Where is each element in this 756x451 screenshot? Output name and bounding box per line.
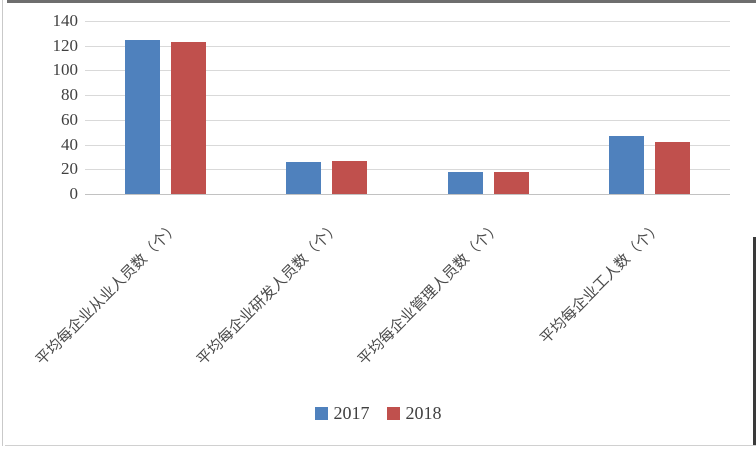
legend: 2017 2018: [0, 403, 756, 424]
gridline: [85, 119, 730, 121]
legend-item-2018: 2018: [386, 403, 442, 424]
window-border-top: [7, 0, 756, 3]
window-border-bottom: [5, 445, 756, 446]
x-axis-line: [85, 194, 730, 195]
legend-label: 2018: [405, 403, 442, 423]
window-border-left: [2, 0, 3, 446]
bar-2017-category-4: [608, 135, 644, 194]
window-border-right: [753, 237, 756, 446]
legend-swatch-icon: [386, 407, 400, 420]
bar-2017-category-3: [447, 171, 483, 194]
gridline: [85, 169, 730, 171]
gridline: [85, 70, 730, 72]
y-tick-label: 20: [61, 159, 78, 179]
y-tick-label: 0: [69, 184, 79, 203]
legend-label: 2017: [333, 403, 370, 423]
legend-item-2017: 2017: [314, 403, 370, 424]
y-tick-label: 120: [52, 35, 79, 55]
gridline: [85, 95, 730, 97]
y-tick-label: 100: [52, 60, 79, 80]
y-tick-label: 60: [61, 109, 78, 129]
bar-2018-category-1: [171, 42, 207, 194]
y-tick-label: 40: [61, 134, 78, 154]
bar-2018-category-3: [493, 171, 529, 194]
y-tick-label: 80: [61, 85, 78, 105]
bar-2018-category-2: [332, 160, 368, 194]
bar-2017-category-1: [125, 39, 161, 194]
legend-swatch-icon: [314, 407, 328, 420]
gridline: [85, 21, 730, 22]
y-tick-label: 140: [52, 11, 79, 30]
gridline: [85, 45, 730, 47]
bar-2017-category-2: [286, 161, 322, 194]
gridline: [85, 144, 730, 146]
bar-2018-category-4: [654, 142, 690, 194]
